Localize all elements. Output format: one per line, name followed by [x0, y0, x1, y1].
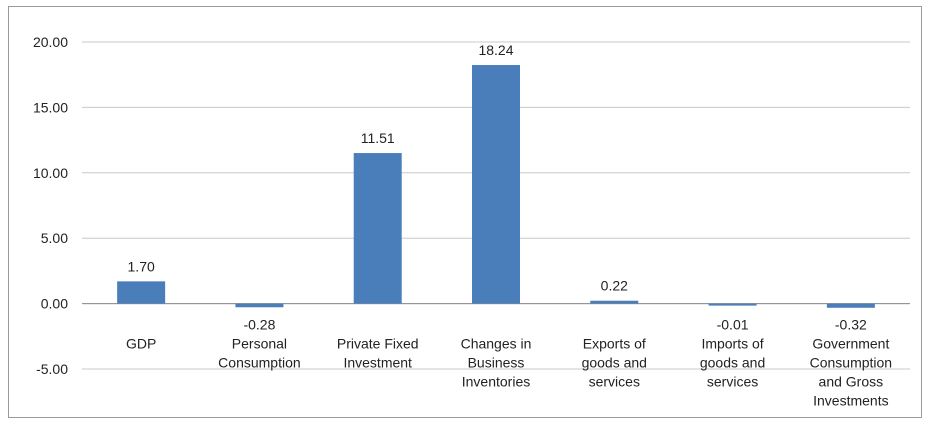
- bar: [826, 303, 875, 308]
- category-label: Consumption: [810, 355, 893, 371]
- category-label: Investment: [343, 355, 412, 371]
- category-label: Government: [812, 336, 889, 352]
- category-label: Business: [468, 355, 525, 371]
- data-label: 0.22: [601, 278, 628, 294]
- bar: [472, 65, 520, 304]
- bar: [353, 153, 402, 304]
- data-label: 18.24: [478, 42, 513, 58]
- bar: [708, 303, 757, 306]
- bar: [117, 281, 166, 304]
- data-label: 1.70: [128, 258, 155, 274]
- data-label: 11.51: [361, 130, 395, 146]
- data-label: -0.32: [835, 317, 867, 333]
- y-tick-label: 15.00: [33, 99, 68, 115]
- category-label: Exports of: [583, 336, 646, 352]
- chart-frame: [8, 6, 922, 418]
- category-label: services: [589, 374, 640, 390]
- y-tick-label: 0.00: [41, 296, 68, 312]
- y-tick-label: 5.00: [41, 230, 68, 246]
- category-label: Investments: [813, 393, 888, 409]
- category-label: goods and: [700, 355, 765, 371]
- data-label: -0.28: [243, 317, 275, 333]
- y-tick-label: 20.00: [33, 34, 68, 50]
- category-label: GDP: [126, 336, 156, 352]
- category-label: Consumption: [218, 355, 301, 371]
- category-label: and Gross: [819, 374, 884, 390]
- y-tick-label: 10.00: [33, 165, 68, 181]
- category-label: Imports of: [701, 336, 763, 352]
- category-label: Changes in: [461, 336, 532, 352]
- bar: [235, 303, 284, 308]
- category-label: services: [707, 374, 758, 390]
- y-tick-label: -5.00: [36, 361, 68, 377]
- category-label: Inventories: [462, 374, 530, 390]
- category-label: goods and: [582, 355, 647, 371]
- bar: [590, 300, 639, 304]
- category-label: Personal: [232, 336, 287, 352]
- category-label: Private Fixed: [337, 336, 419, 352]
- data-label: -0.01: [717, 317, 749, 333]
